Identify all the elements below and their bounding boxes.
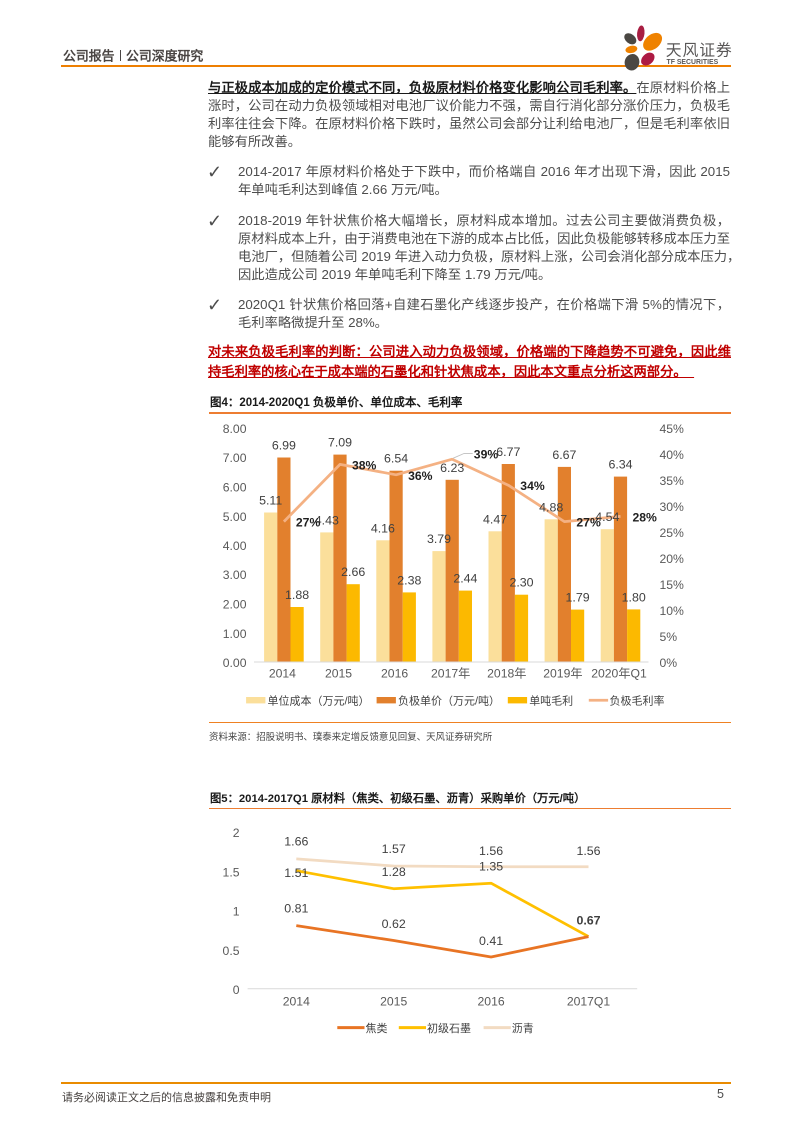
svg-text:2.30: 2.30 bbox=[509, 576, 533, 590]
svg-text:2.38: 2.38 bbox=[397, 573, 421, 587]
svg-text:1.5: 1.5 bbox=[223, 866, 240, 880]
svg-text:0%: 0% bbox=[660, 656, 678, 670]
svg-text:4.00: 4.00 bbox=[223, 539, 247, 553]
svg-text:0.67: 0.67 bbox=[576, 913, 600, 927]
svg-text:5.11: 5.11 bbox=[259, 494, 282, 508]
svg-text:36%: 36% bbox=[408, 469, 433, 483]
svg-text:6.77: 6.77 bbox=[496, 445, 520, 459]
svg-text:1.56: 1.56 bbox=[576, 844, 600, 858]
svg-text:0.62: 0.62 bbox=[382, 917, 406, 931]
svg-text:2014: 2014 bbox=[283, 995, 310, 1009]
svg-text:38%: 38% bbox=[352, 458, 377, 472]
svg-text:30%: 30% bbox=[660, 500, 685, 514]
svg-text:39%: 39% bbox=[474, 447, 499, 461]
svg-text:4.88: 4.88 bbox=[539, 500, 563, 514]
svg-text:TF SECURITIES: TF SECURITIES bbox=[667, 59, 719, 66]
svg-text:2.66: 2.66 bbox=[341, 565, 365, 579]
svg-text:3.79: 3.79 bbox=[427, 532, 451, 546]
svg-text:6.00: 6.00 bbox=[223, 481, 247, 495]
svg-text:6.99: 6.99 bbox=[272, 439, 296, 453]
svg-text:6.54: 6.54 bbox=[384, 452, 408, 466]
svg-text:45%: 45% bbox=[660, 422, 685, 436]
svg-text:1.35: 1.35 bbox=[479, 859, 503, 873]
svg-text:1.66: 1.66 bbox=[284, 835, 308, 849]
svg-text:2020年Q1: 2020年Q1 bbox=[591, 667, 647, 681]
svg-text:4.43: 4.43 bbox=[315, 513, 339, 527]
svg-text:0: 0 bbox=[233, 983, 240, 997]
svg-text:负极单价（万元/吨）: 负极单价（万元/吨） bbox=[398, 694, 500, 708]
svg-text:2.00: 2.00 bbox=[223, 598, 247, 612]
svg-text:7.09: 7.09 bbox=[328, 436, 352, 450]
svg-text:34%: 34% bbox=[520, 479, 545, 493]
svg-text:6.23: 6.23 bbox=[440, 461, 464, 475]
svg-text:4.47: 4.47 bbox=[483, 512, 507, 526]
svg-text:1.57: 1.57 bbox=[382, 842, 406, 856]
svg-text:3.00: 3.00 bbox=[223, 568, 247, 582]
svg-text:1.00: 1.00 bbox=[223, 627, 247, 641]
svg-text:6.34: 6.34 bbox=[608, 458, 632, 472]
svg-text:0.41: 0.41 bbox=[479, 934, 503, 948]
svg-text:2: 2 bbox=[233, 826, 240, 840]
svg-text:2.44: 2.44 bbox=[453, 572, 477, 586]
svg-text:1.28: 1.28 bbox=[382, 865, 406, 879]
svg-text:2017Q1: 2017Q1 bbox=[567, 995, 611, 1009]
svg-text:4.54: 4.54 bbox=[595, 510, 619, 524]
svg-text:6.67: 6.67 bbox=[552, 448, 576, 462]
svg-text:4.16: 4.16 bbox=[371, 521, 395, 535]
svg-text:1.56: 1.56 bbox=[479, 844, 503, 858]
svg-text:0.00: 0.00 bbox=[223, 656, 247, 670]
svg-text:2016: 2016 bbox=[381, 667, 408, 681]
svg-text:40%: 40% bbox=[660, 448, 685, 462]
svg-text:2014: 2014 bbox=[269, 667, 296, 681]
svg-text:焦类: 焦类 bbox=[366, 1021, 388, 1035]
svg-text:15%: 15% bbox=[660, 578, 685, 592]
svg-text:27%: 27% bbox=[296, 516, 321, 530]
svg-text:天风证券: 天风证券 bbox=[666, 41, 733, 59]
svg-text:1: 1 bbox=[233, 905, 240, 919]
svg-text:单位成本（万元/吨）: 单位成本（万元/吨） bbox=[268, 694, 370, 708]
svg-text:初级石墨: 初级石墨 bbox=[427, 1021, 471, 1035]
svg-text:2019年: 2019年 bbox=[543, 667, 582, 681]
svg-text:20%: 20% bbox=[660, 552, 685, 566]
svg-text:1.88: 1.88 bbox=[285, 588, 309, 602]
svg-text:28%: 28% bbox=[633, 510, 658, 524]
svg-text:1.51: 1.51 bbox=[284, 866, 308, 880]
svg-text:2015: 2015 bbox=[325, 667, 352, 681]
svg-text:1.79: 1.79 bbox=[566, 591, 590, 605]
svg-text:35%: 35% bbox=[660, 474, 685, 488]
svg-text:5.00: 5.00 bbox=[223, 510, 247, 524]
svg-text:10%: 10% bbox=[660, 604, 685, 618]
svg-text:沥青: 沥青 bbox=[512, 1022, 534, 1035]
svg-text:7.00: 7.00 bbox=[223, 451, 247, 465]
svg-text:25%: 25% bbox=[660, 526, 685, 540]
svg-text:2017年: 2017年 bbox=[431, 667, 470, 681]
svg-text:8.00: 8.00 bbox=[223, 422, 247, 436]
svg-text:单吨毛利: 单吨毛利 bbox=[529, 695, 573, 708]
svg-text:1.80: 1.80 bbox=[622, 590, 646, 604]
svg-text:27%: 27% bbox=[576, 516, 601, 530]
svg-text:5%: 5% bbox=[660, 630, 678, 644]
svg-text:2016: 2016 bbox=[478, 995, 505, 1009]
svg-text:0.81: 0.81 bbox=[284, 902, 308, 916]
svg-text:负极毛利率: 负极毛利率 bbox=[610, 694, 665, 708]
svg-text:2015: 2015 bbox=[380, 995, 407, 1009]
svg-text:2018年: 2018年 bbox=[487, 667, 526, 681]
svg-text:0.5: 0.5 bbox=[223, 944, 240, 958]
